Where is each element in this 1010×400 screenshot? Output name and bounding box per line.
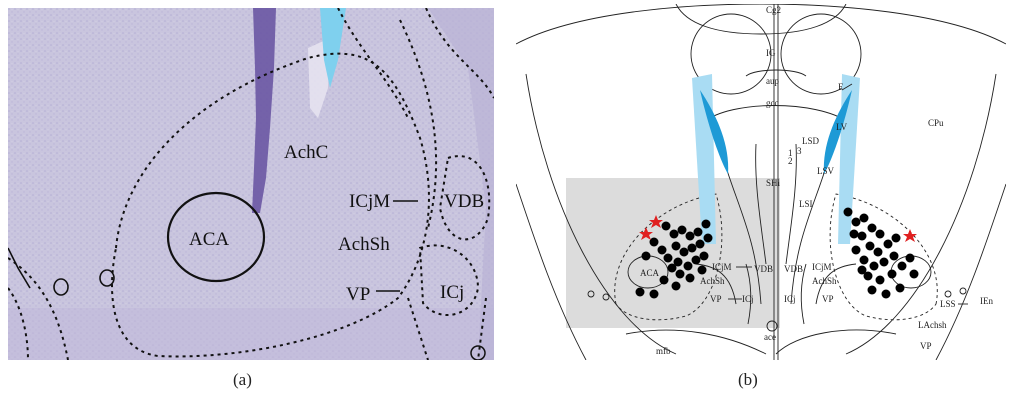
aca-outline <box>166 191 266 283</box>
star-markers <box>639 215 917 242</box>
label-achc: AchC <box>284 142 328 163</box>
cannula-marker <box>320 8 346 88</box>
label-lachsh: LAchsh <box>918 320 947 330</box>
label-gcc: gcc <box>766 98 779 108</box>
label-num3: 3 <box>797 146 802 156</box>
label-icj: ICj <box>440 282 464 303</box>
label-aca: ACA <box>189 229 229 250</box>
label-icj-right: ICj <box>784 294 796 304</box>
label-icjm-left: ICjM <box>712 262 732 272</box>
label-vdb-left: VDB <box>754 264 773 274</box>
label-aca: ACA <box>640 268 660 278</box>
label-shi: SHi <box>766 178 781 188</box>
panel-b-atlas: Cg2 IG aup gcc E LV CPu LSD 1 2 3 LSV SH… <box>516 4 1006 360</box>
label-cg2: Cg2 <box>766 5 781 15</box>
injection-sites-left <box>635 219 713 299</box>
label-lsi: LSI <box>799 199 813 209</box>
label-num1: 1 <box>788 148 793 158</box>
label-lsd: LSD <box>802 136 820 146</box>
caption-a: (a) <box>233 370 252 389</box>
panel-a-histology: AchC ACA ICjM VDB AchSh VP ICj <box>8 8 494 360</box>
cannula-track <box>252 8 276 213</box>
highlight-region <box>566 178 780 328</box>
label-achsh-right: AchSh <box>812 276 837 286</box>
label-achsh: AchSh <box>338 234 390 255</box>
label-lsv: LSV <box>817 166 835 176</box>
label-ig: IG <box>766 48 776 58</box>
label-ien: IEn <box>980 296 993 306</box>
label-mfb: mfb <box>656 346 671 356</box>
label-achsh-left: AchSh <box>700 276 725 286</box>
label-vdb: VDB <box>444 191 484 212</box>
label-icjm: ICjM <box>349 191 390 212</box>
label-vp: VP <box>346 284 370 305</box>
label-aup: aup <box>766 76 779 86</box>
label-vdb-right: VDB <box>784 264 803 274</box>
label-vp-left: VP <box>710 294 722 304</box>
label-lv: LV <box>836 122 848 132</box>
ventricle-left <box>700 90 729 174</box>
label-icjm-right: ICjM <box>812 262 832 272</box>
injection-sites-right <box>843 207 919 299</box>
tissue-background <box>8 8 494 360</box>
label-lss: LSS <box>940 299 956 309</box>
ventricle-right <box>823 90 852 174</box>
caption-b: (b) <box>738 370 758 389</box>
label-icj-left: ICj <box>742 294 754 304</box>
label-vp-bottom: VP <box>920 341 932 351</box>
label-num2: 2 <box>788 156 793 166</box>
label-ace: ace <box>764 332 776 342</box>
atlas-diagram: Cg2 IG aup gcc E LV CPu LSD 1 2 3 LSV SH… <box>516 4 1006 360</box>
label-cpu: CPu <box>928 118 944 128</box>
label-e: E <box>838 82 844 92</box>
histology-image: AchC ACA ICjM VDB AchSh VP ICj <box>8 8 494 360</box>
label-vp-right: VP <box>822 294 834 304</box>
